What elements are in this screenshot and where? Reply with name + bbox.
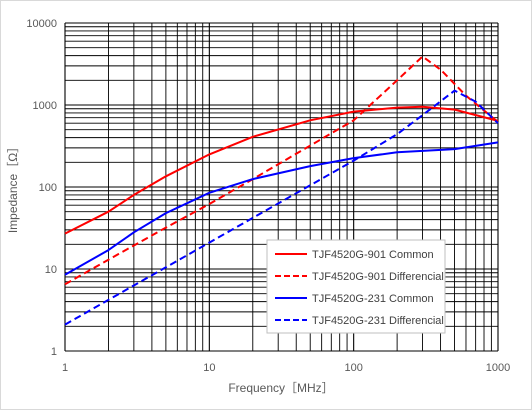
- y-tick-label: 100: [39, 182, 57, 194]
- y-tick-label: 1000: [33, 100, 57, 112]
- series-lines: [64, 55, 499, 326]
- x-tick-label: 1000: [486, 362, 510, 374]
- legend-label: TJF4520G-901 Differencial: [312, 271, 444, 283]
- x-tick-label: 100: [344, 362, 362, 374]
- y-tick-label: 10: [45, 264, 57, 276]
- series-line-4: [64, 89, 499, 326]
- x-axis-title: Frequency［MHz］: [228, 381, 333, 395]
- legend-box: [266, 239, 446, 334]
- x-tick-label: 1: [62, 362, 68, 374]
- x-tick-label: 10: [203, 362, 215, 374]
- y-tick-label: 10000: [26, 18, 57, 30]
- y-tick-label: 1: [51, 346, 57, 358]
- series-line-2: [64, 55, 499, 286]
- x-tick-labels: 1 10 100 1000: [62, 362, 510, 374]
- series-line-1: [64, 105, 499, 235]
- y-axis-title: Impedance［Ω］: [6, 141, 20, 233]
- legend-label: TJF4520G-231 Common: [312, 293, 434, 305]
- y-tick-labels: 1 10 100 1000 10000: [26, 18, 57, 358]
- legend: TJF4520G-901 Common TJF4520G-901 Differen…: [266, 239, 446, 334]
- legend-label: TJF4520G-231 Differencial: [312, 315, 444, 327]
- legend-label: TJF4520G-901 Common: [312, 249, 434, 261]
- series-line-3: [64, 141, 499, 276]
